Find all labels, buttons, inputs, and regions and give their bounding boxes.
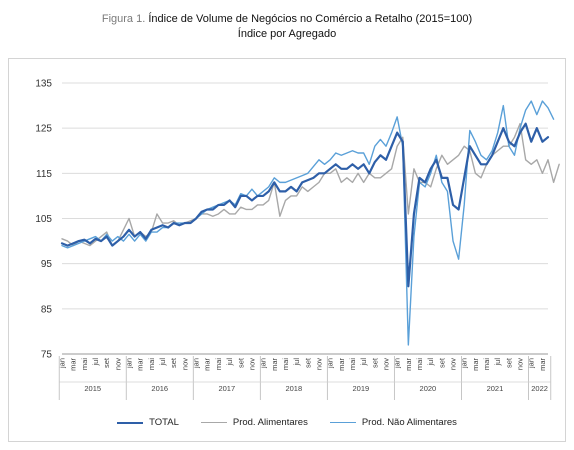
y-tick-label: 85 bbox=[41, 304, 53, 315]
x-tick-month-label: set bbox=[504, 357, 513, 368]
x-tick-month-label: mar bbox=[337, 358, 346, 371]
x-year-label: 2020 bbox=[420, 384, 437, 393]
x-tick-month-label: mar bbox=[203, 358, 212, 371]
x-tick-month-label: set bbox=[236, 357, 245, 368]
legend-label: Prod. Não Alimentares bbox=[361, 417, 457, 428]
chart-frame bbox=[8, 58, 566, 442]
x-tick-month-label: nov bbox=[247, 358, 256, 370]
x-tick-month-label: mar bbox=[538, 358, 547, 371]
x-tick-month-label: nov bbox=[180, 358, 189, 370]
x-tick-month-label: nov bbox=[113, 358, 122, 370]
x-tick-month-label: jul bbox=[158, 358, 167, 367]
chart-subtitle: Índice por Agregado bbox=[237, 28, 337, 40]
series-line-prod-alimentares bbox=[61, 122, 560, 247]
x-tick-month-label: mai bbox=[281, 358, 290, 370]
y-tick-label: 115 bbox=[36, 169, 52, 180]
x-tick-month-label: mar bbox=[471, 358, 480, 371]
x-tick-month-label: jan bbox=[393, 358, 402, 369]
x-tick-month-label: mai bbox=[80, 358, 89, 370]
x-tick-month-label: jan bbox=[125, 358, 134, 369]
x-tick-month-label: jul bbox=[225, 358, 234, 367]
x-tick-month-label: set bbox=[102, 357, 111, 368]
x-tick-month-label: jul bbox=[426, 358, 435, 367]
x-tick-month-label: jan bbox=[460, 358, 469, 369]
legend-swatch bbox=[329, 422, 356, 423]
x-year-label: 2022 bbox=[531, 384, 548, 393]
y-tick-label: 135 bbox=[35, 79, 52, 90]
series-line-total bbox=[60, 122, 550, 288]
x-tick-month-label: jan bbox=[259, 358, 268, 369]
legend-item: TOTAL bbox=[117, 417, 179, 428]
legend-item: Prod. Alimentares bbox=[200, 417, 308, 428]
x-year-label: 2015 bbox=[84, 384, 101, 393]
x-tick-month-label: mar bbox=[404, 358, 413, 371]
x-tick-month-label: set bbox=[303, 357, 312, 368]
x-year-label: 2016 bbox=[151, 384, 168, 393]
x-tick-month-label: set bbox=[437, 357, 446, 368]
x-tick-month-label: nov bbox=[382, 358, 391, 370]
x-tick-month-label: mar bbox=[270, 358, 279, 371]
x-tick-month-label: jul bbox=[359, 358, 368, 367]
legend-label: Prod. Alimentares bbox=[232, 417, 308, 428]
legend-swatch bbox=[117, 421, 144, 424]
x-tick-month-label: jul bbox=[292, 358, 301, 367]
figure-title-line: Figura 1. Índice de Volume de Negócios n… bbox=[0, 12, 574, 27]
y-tick-label: 75 bbox=[41, 350, 53, 361]
x-tick-month-label: mai bbox=[348, 358, 357, 370]
figure-title: Índice de Volume de Negócios no Comércio… bbox=[148, 13, 473, 25]
x-year-label: 2017 bbox=[218, 384, 235, 393]
x-year-label: 2021 bbox=[487, 384, 504, 393]
x-tick-month-label: jan bbox=[527, 358, 536, 369]
chart-title-block: Figura 1. Índice de Volume de Negócios n… bbox=[0, 12, 574, 42]
x-tick-month-label: nov bbox=[449, 358, 458, 370]
x-tick-month-label: nov bbox=[516, 358, 525, 370]
x-tick-month-label: jan bbox=[326, 358, 335, 369]
x-tick-month-label: mai bbox=[214, 358, 223, 370]
legend-item: Prod. Não Alimentares bbox=[329, 417, 457, 428]
y-tick-label: 95 bbox=[41, 259, 53, 270]
legend-label: TOTAL bbox=[149, 417, 179, 428]
x-tick-month-label: jul bbox=[91, 358, 100, 367]
series-line-prod-n-o-alimentares bbox=[61, 100, 555, 346]
x-tick-month-label: set bbox=[169, 357, 178, 368]
legend-swatch bbox=[200, 422, 227, 423]
x-tick-month-label: mar bbox=[136, 358, 145, 371]
x-tick-month-label: jan bbox=[58, 358, 67, 369]
x-tick-month-label: mai bbox=[415, 358, 424, 370]
x-tick-month-label: jul bbox=[493, 358, 502, 367]
x-tick-month-label: nov bbox=[314, 358, 323, 370]
chart-legend: TOTAL Prod. Alimentares Prod. Não Alimenta… bbox=[0, 417, 574, 428]
x-year-label: 2019 bbox=[353, 384, 370, 393]
x-tick-month-label: mar bbox=[69, 358, 78, 371]
x-tick-month-label: mai bbox=[147, 358, 156, 370]
x-tick-month-label: jan bbox=[192, 358, 201, 369]
figure-label: Figura 1. bbox=[101, 13, 146, 25]
x-year-label: 2018 bbox=[285, 384, 302, 393]
y-tick-label: 105 bbox=[35, 214, 52, 225]
y-tick-label: 125 bbox=[35, 124, 52, 135]
x-tick-month-label: set bbox=[370, 357, 379, 368]
x-tick-month-label: mai bbox=[482, 358, 491, 370]
